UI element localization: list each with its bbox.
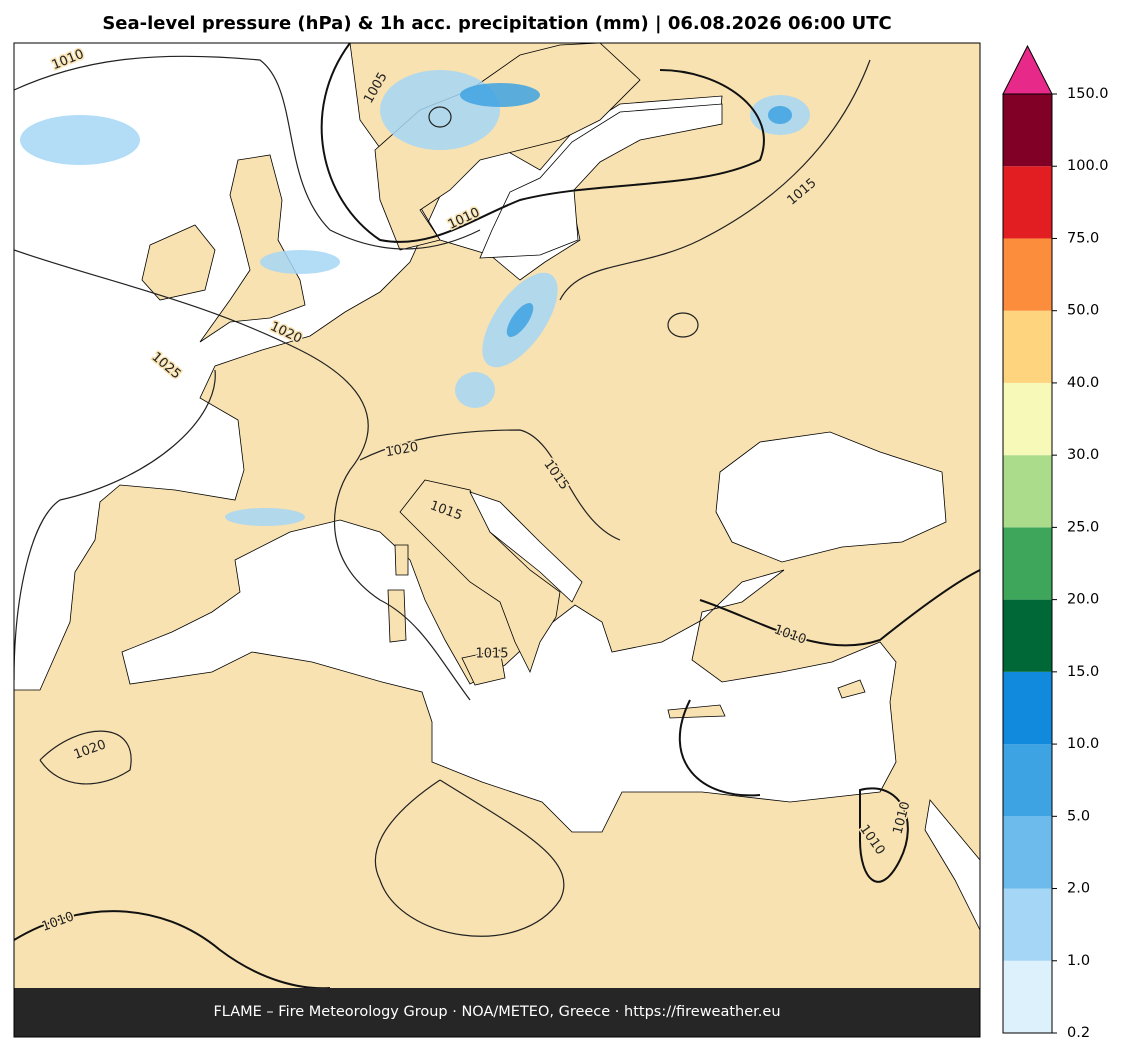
colorbar-bin xyxy=(1003,744,1052,817)
isobars xyxy=(14,43,980,988)
colorbar-bin xyxy=(1003,671,1052,745)
colorbar-tick-label: 0.2 xyxy=(1067,1025,1090,1041)
colorbar-bin xyxy=(1003,527,1052,600)
colorbar-tick-label: 150.0 xyxy=(1067,86,1109,102)
colorbar-tick-label: 75.0 xyxy=(1067,230,1099,246)
colorbar-bin xyxy=(1003,960,1052,1033)
adriatic xyxy=(469,491,583,603)
colorbar-tick-label: 1.0 xyxy=(1067,953,1090,969)
seas xyxy=(14,43,980,931)
contour-label: 1015 xyxy=(475,647,508,662)
colorbar-bin xyxy=(1003,310,1052,383)
map: 1010 1005 1010 1015 1020 1025 1020 1015 … xyxy=(14,43,980,988)
colorbar-bin xyxy=(1003,238,1052,311)
footer-text: FLAME – Fire Meteorology Group · NOA/MET… xyxy=(213,1004,780,1020)
colorbar-tick-label: 5.0 xyxy=(1067,808,1090,824)
map-frame xyxy=(13,42,981,1038)
colorbar-tick-label: 10.0 xyxy=(1067,736,1099,752)
colorbar: 0.2 1.0 2.0 5.0 10.0 15.0 20.0 25.0 30.0 40.0 50.0… xyxy=(1002,44,1109,1041)
colorbar-tick-label: 50.0 xyxy=(1067,303,1099,319)
islands xyxy=(141,43,866,719)
colorbar-bin xyxy=(1003,455,1052,528)
colorbar-tick-label: 15.0 xyxy=(1067,664,1099,680)
colorbar-bin xyxy=(1003,94,1052,167)
colorbar-tick-label: 20.0 xyxy=(1067,592,1099,608)
map-title: Sea-level pressure (hPa) & 1h acc. preci… xyxy=(102,13,891,34)
colorbar-frame xyxy=(1002,93,1053,1034)
colorbar-tick-label: 30.0 xyxy=(1067,447,1099,463)
colorbar-tick-label: 100.0 xyxy=(1067,158,1109,174)
colorbar-bin xyxy=(1003,816,1052,889)
colorbar-bin xyxy=(1003,599,1052,672)
colorbar-extend xyxy=(1002,44,1053,95)
contour-label: 1020 xyxy=(384,440,419,461)
colorbar-tick-label: 40.0 xyxy=(1067,375,1099,391)
colorbar-tick-label: 25.0 xyxy=(1067,519,1099,535)
precipitation xyxy=(20,70,810,526)
colorbar-bin xyxy=(1003,166,1052,239)
colorbar-bin xyxy=(1003,888,1052,961)
colorbar-bin xyxy=(1003,382,1052,456)
colorbar-tick-label: 2.0 xyxy=(1067,881,1090,897)
footer-band xyxy=(14,988,980,1037)
